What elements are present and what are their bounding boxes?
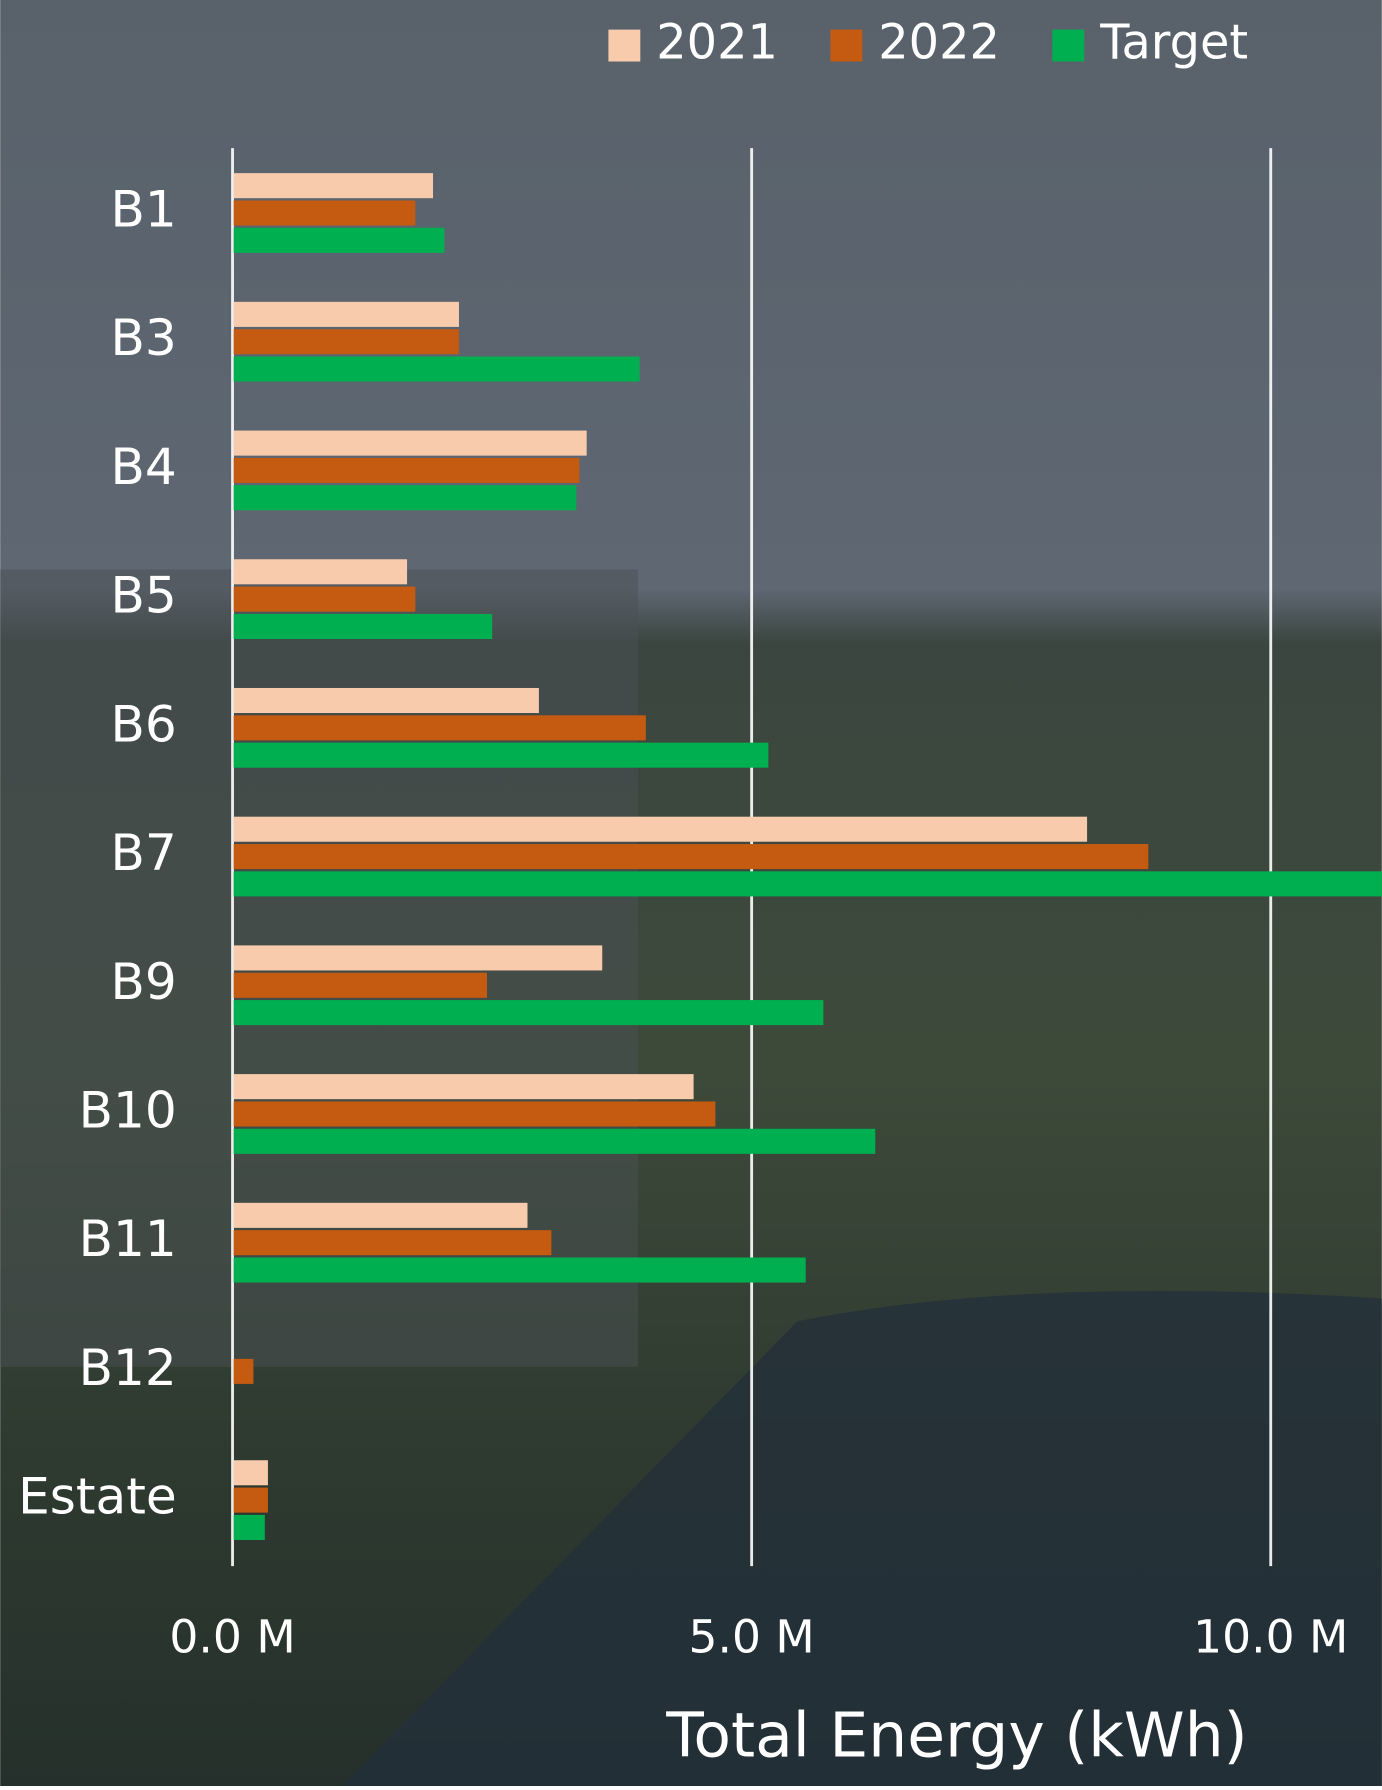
y-tick-label: B4: [110, 437, 176, 496]
y-tick-label: B7: [110, 823, 176, 882]
x-tick-label: 0.0 M: [169, 1611, 295, 1664]
y-tick-label: B3: [110, 308, 176, 367]
bar: [233, 972, 487, 998]
legend-label: 2022: [878, 16, 1000, 71]
y-tick-label: B12: [79, 1338, 177, 1397]
legend-label: 2021: [656, 16, 778, 71]
bar: [233, 1230, 552, 1256]
bar: [233, 301, 459, 327]
bar: [233, 1514, 265, 1540]
y-tick-label: B11: [79, 1209, 177, 1268]
bar: [233, 329, 459, 355]
bar: [233, 613, 493, 639]
bar: [233, 844, 1149, 870]
bar: [233, 430, 587, 456]
bar: [233, 559, 408, 585]
bar: [233, 816, 1088, 842]
bar: [233, 715, 646, 741]
bar: [233, 485, 577, 511]
bar: [233, 586, 416, 612]
bar: [233, 1257, 806, 1283]
y-tick-label: B1: [110, 179, 176, 238]
bar: [233, 1202, 528, 1228]
x-axis-label: Total Energy (kWh): [665, 1699, 1247, 1771]
bar: [233, 1101, 716, 1127]
bar: [233, 1128, 876, 1154]
bar: [233, 356, 640, 382]
y-tick-label: Estate: [18, 1467, 177, 1526]
bar: [233, 871, 1382, 897]
bar: [233, 687, 539, 714]
bar: [233, 457, 580, 483]
bar: [233, 1460, 268, 1486]
y-tick-label: B10: [79, 1080, 177, 1139]
water: [341, 1290, 1382, 1786]
legend-swatch: [608, 29, 641, 62]
bar: [233, 1074, 694, 1100]
y-tick-label: B6: [110, 694, 176, 753]
legend-swatch: [830, 29, 863, 62]
bar: [233, 227, 445, 253]
legend-swatch: [1052, 29, 1085, 62]
y-tick-label: B9: [110, 952, 176, 1011]
legend-label: Target: [1099, 16, 1248, 71]
x-tick-label: 10.0 M: [1193, 1611, 1348, 1664]
bar: [233, 1000, 824, 1026]
x-tick-label: 5.0 M: [689, 1611, 815, 1664]
bar: [233, 945, 603, 971]
bar: [233, 200, 416, 226]
bar: [233, 742, 769, 768]
bar: [233, 1487, 268, 1513]
plot-area: [233, 173, 1382, 1540]
y-tick-label: B5: [110, 566, 176, 625]
bar: [233, 173, 434, 199]
bar: [233, 1358, 254, 1384]
